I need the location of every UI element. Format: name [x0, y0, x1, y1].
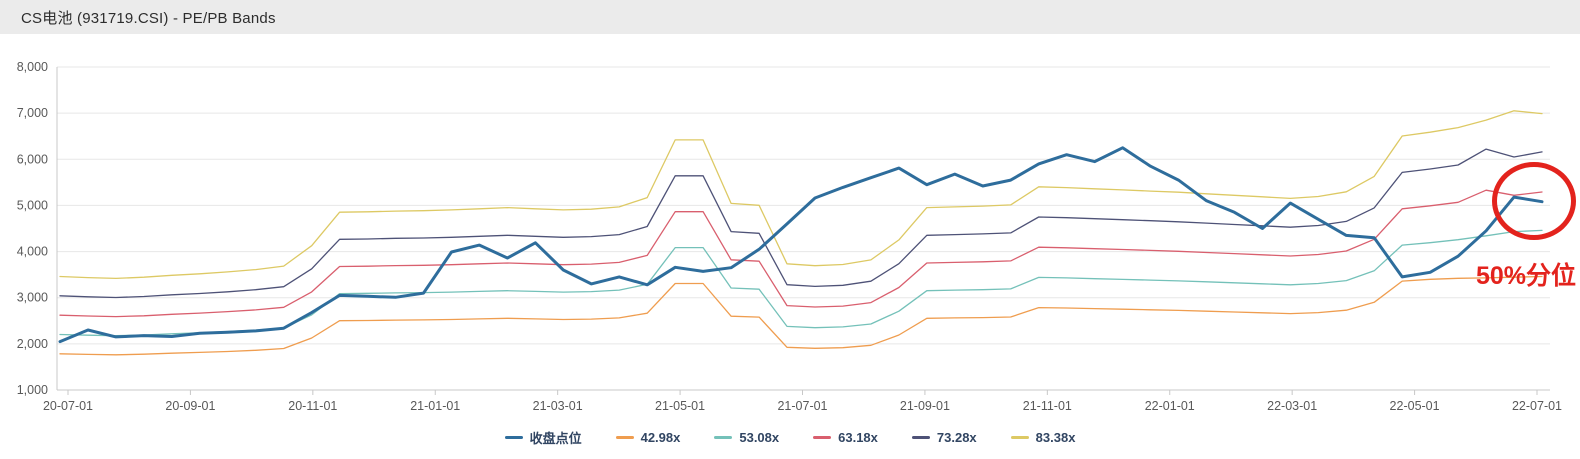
x-axis-tick-label: 20-07-01: [43, 399, 93, 413]
pe-pb-band-chart: 1,000 2,000 3,000 4,000 5,000 6,000 7,000 8,000…: [0, 34, 1580, 459]
chart-canvas: 1,000 2,000 3,000 4,000 5,000 6,000 7,000 8,000…: [17, 60, 1562, 413]
legend-label: 83.38x: [1035, 430, 1076, 445]
series-line-63.18x: [59, 189, 1543, 318]
legend-label: 收盘点位: [529, 431, 582, 446]
series-line-73.28x: [59, 148, 1543, 299]
x-axis-tick-label: 22-07-01: [1512, 399, 1562, 413]
legend-dash-icon: [1010, 436, 1029, 439]
y-axis-tick-label: 1,000: [17, 383, 48, 397]
legend-label: 73.28x: [936, 430, 977, 445]
legend-label: 42.98x: [640, 430, 681, 445]
x-axis-tick-label: 21-01-01: [410, 399, 460, 413]
legend-dash-icon: [813, 436, 832, 439]
x-axis-tick-label: 22-01-01: [1145, 399, 1195, 413]
page-title: CS电池 (931719.CSI) - PE/PB Bands: [21, 9, 276, 27]
legend-dash-icon: [504, 436, 523, 439]
chart-legend: 收盘点位 42.98x 53.08x 63.18x 73.28x 83.38x: [0, 428, 1580, 447]
series-line-收盘点位: [58, 146, 1544, 344]
legend-label: 53.08x: [739, 430, 780, 445]
legend-item-83.38x[interactable]: 83.38x: [1010, 430, 1076, 445]
x-axis-tick-label: 20-09-01: [165, 399, 215, 413]
y-axis-tick-label: 4,000: [17, 245, 48, 259]
x-axis-tick-label: 20-11-01: [288, 399, 337, 413]
y-axis-tick-label: 2,000: [17, 337, 48, 351]
series-line-53.08x: [59, 229, 1543, 337]
legend-item-42.98x[interactable]: 42.98x: [615, 430, 681, 445]
series-line-42.98x: [59, 275, 1543, 356]
x-axis-tick-label: 21-11-01: [1023, 399, 1072, 413]
x-axis-tick-label: 21-05-01: [655, 399, 705, 413]
x-axis-tick-label: 21-09-01: [900, 399, 950, 413]
legend-item-收盘点位[interactable]: 收盘点位: [504, 428, 582, 447]
legend-item-63.18x[interactable]: 63.18x: [813, 430, 878, 445]
legend-label: 63.18x: [838, 430, 878, 445]
legend-dash-icon: [615, 436, 634, 439]
y-axis-tick-label: 7,000: [17, 106, 48, 120]
x-axis-tick-label: 21-03-01: [533, 399, 583, 413]
annotation-circle: [1492, 162, 1576, 240]
legend-dash-icon: [714, 436, 733, 439]
annotation-label: 50%分位: [1476, 262, 1577, 290]
series-line-83.38x: [59, 110, 1543, 280]
x-axis-tick-label: 22-03-01: [1267, 399, 1317, 413]
y-axis-tick-label: 8,000: [17, 60, 48, 74]
legend-dash-icon: [911, 436, 930, 439]
x-axis-tick-label: 22-05-01: [1390, 399, 1440, 413]
y-axis-tick-label: 3,000: [17, 291, 48, 305]
y-axis-tick-label: 6,000: [17, 152, 48, 166]
x-axis-tick-label: 21-07-01: [777, 399, 827, 413]
window-title-bar: CS电池 (931719.CSI) - PE/PB Bands: [0, 0, 1580, 34]
legend-item-73.28x[interactable]: 73.28x: [911, 430, 977, 445]
legend-item-53.08x[interactable]: 53.08x: [714, 430, 779, 445]
y-axis-tick-label: 5,000: [17, 198, 48, 212]
